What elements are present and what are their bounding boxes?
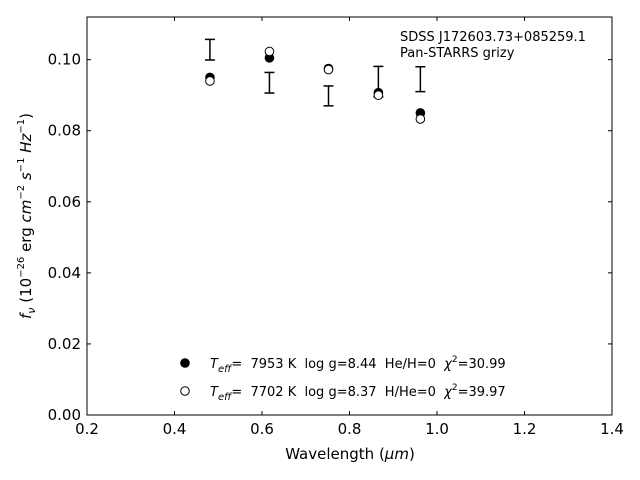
observed-errorbar (415, 66, 426, 93)
observed-errorbars (204, 38, 426, 107)
x-tick-label: 1.2 (513, 420, 537, 438)
annotation-survey: Pan-STARRS grizy (400, 46, 515, 61)
model-point-open (415, 114, 426, 124)
x-tick-label: 0.4 (163, 420, 187, 438)
observed-errorbar (264, 71, 275, 94)
tick-layer: 0.2 0.4 0.6 0.8 1.0 1.2 1.4 0.00 0.02 0.04 0.06 0.0… (48, 17, 624, 438)
annotation-object: SDSS J172603.73+085259.1 (400, 30, 586, 45)
plot-frame (86, 16, 613, 416)
observed-errorbar (323, 85, 334, 107)
x-axis-label: Wavelength (μm) (285, 445, 415, 463)
legend-entry-1: Teff= 7953 K log g=8.44 He/H=0 χ2=30.99 (210, 355, 506, 375)
legend: Teff= 7953 K log g=8.44 He/H=0 χ2=30.99 … (180, 355, 506, 403)
model-point-open (205, 76, 215, 86)
legend-marker-filled (180, 358, 190, 368)
x-tick-label: 0.6 (250, 420, 274, 438)
model-point-open (373, 90, 384, 100)
y-tick-label: 0.06 (48, 193, 81, 211)
x-tick-label: 0.2 (75, 420, 99, 438)
y-axis-label: fν (10−26 erg cm−2 s−1 Hz−1) (16, 113, 38, 319)
model-point-open (264, 46, 275, 57)
legend-marker-open (180, 386, 190, 396)
legend-entry-2: Teff= 7702 K log g=8.37 H/He=0 χ2=39.97 (210, 383, 506, 403)
model-point-open (323, 64, 334, 75)
model-points (205, 46, 426, 124)
x-tick-label: 0.8 (338, 420, 362, 438)
y-tick-label: 0.10 (48, 51, 81, 69)
y-tick-label: 0.00 (48, 406, 81, 424)
y-tick-label: 0.08 (48, 122, 81, 140)
observed-errorbar (204, 38, 215, 61)
y-tick-label: 0.02 (48, 335, 81, 353)
x-tick-label: 1.4 (600, 420, 624, 438)
x-tick-label: 1.0 (425, 420, 449, 438)
y-tick-label: 0.04 (48, 264, 81, 282)
